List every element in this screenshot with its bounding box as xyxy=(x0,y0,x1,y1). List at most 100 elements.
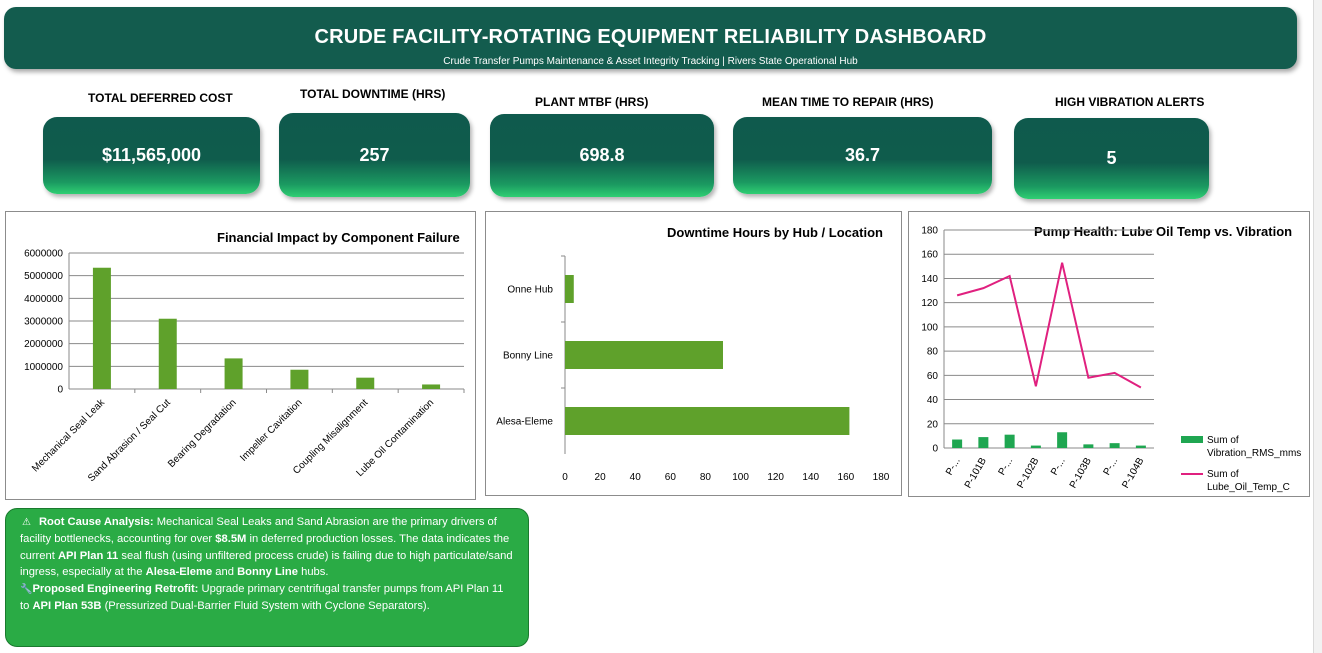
pump-health-chart-panel: Pump Health: Lube Oil Temp vs. Vibration… xyxy=(908,211,1310,497)
vibration-bar xyxy=(952,439,963,448)
x-tick-label: 20 xyxy=(595,472,607,483)
legend-label-vibration-1: Sum of xyxy=(1207,435,1239,446)
x-tick-label: 80 xyxy=(700,472,712,483)
bar xyxy=(356,377,375,389)
kpi-value-mttr: 36.7 xyxy=(844,145,881,165)
x-tick-label: Bearing Degradation xyxy=(166,397,239,470)
vibration-bar xyxy=(1135,445,1146,448)
y-tick-label: 3000000 xyxy=(24,317,63,328)
x-tick-label: P-... xyxy=(997,456,1016,477)
x-tick-label: 160 xyxy=(838,472,855,483)
header-banner: CRUDE FACILITY-ROTATING EQUIPMENT RELIAB… xyxy=(4,7,1297,69)
retrofit-text-2: (Pressurized Dual-Barrier Fluid System w… xyxy=(104,600,430,613)
kpi-card-vibration-alerts: 5 xyxy=(1014,118,1209,199)
rca-hub-1: Alesa-Eleme xyxy=(145,566,213,579)
vibration-bar xyxy=(1083,444,1094,448)
downtime-by-hub-chart: Onne Hub Bonny Line Alesa-Eleme 0 20 40 60 80 10… xyxy=(496,255,890,483)
x-tick-label: Impeller Cavitation xyxy=(238,397,304,463)
x-tick-label: 120 xyxy=(767,472,784,483)
bar xyxy=(565,341,723,369)
x-tick-label: 60 xyxy=(665,472,677,483)
kpi-label-downtime: TOTAL DOWNTIME (HRS) xyxy=(300,87,446,101)
kpi-value-deferred-cost: $11,565,000 xyxy=(101,145,202,165)
y-tick-label: 120 xyxy=(921,298,938,309)
wrench-icon: 🔧 xyxy=(20,583,33,595)
x-tick-label: 100 xyxy=(732,472,749,483)
retrofit-paragraph: 🔧Proposed Engineering Retrofit: Upgrade … xyxy=(20,581,514,615)
kpi-card-downtime: 257 xyxy=(279,113,470,197)
x-tick-label: 40 xyxy=(630,472,642,483)
rca-and: and xyxy=(215,566,234,579)
category-label: Onne Hub xyxy=(507,285,553,296)
y-tick-label: 6000000 xyxy=(24,249,63,260)
x-tick-label: P-101B xyxy=(963,456,989,491)
x-tick-label: Lube Oil Contamination xyxy=(355,397,437,479)
root-cause-paragraph: ⚠ Root Cause Analysis: Mechanical Seal Le… xyxy=(20,514,514,581)
downtime-by-hub-chart-title: Downtime Hours by Hub / Location xyxy=(667,225,883,240)
category-label: Bonny Line xyxy=(503,351,553,362)
kpi-card-mttr: 36.7 xyxy=(733,117,992,194)
kpi-card-deferred-cost: $11,565,000 xyxy=(43,117,260,194)
retrofit-text-1: Upgrade primary centrifugal transfer pum… xyxy=(20,582,504,613)
rca-amount: $8.5M xyxy=(215,533,247,546)
kpi-value-downtime: 257 xyxy=(359,144,390,165)
rca-label: Root Cause Analysis: xyxy=(38,516,154,528)
x-tick-label: P-... xyxy=(944,456,963,477)
financial-impact-chart-panel: Financial Impact by Component Failure 0 1… xyxy=(5,211,476,500)
rca-text-4: hubs. xyxy=(301,566,329,579)
y-tick-label: 0 xyxy=(932,444,938,455)
y-tick-label: 60 xyxy=(927,371,939,382)
legend-label-vibration-2: Vibration_RMS_mms xyxy=(1207,448,1301,459)
vibration-bar xyxy=(1109,443,1120,448)
financial-impact-chart: 0 1000000 2000000 3000000 4000000 5000000 6000… xyxy=(24,249,465,484)
x-tick-label: P-102B xyxy=(1015,456,1041,491)
warning-icon: ⚠ xyxy=(22,517,31,528)
legend-swatch-vibration xyxy=(1181,436,1203,443)
x-tick-label: P-104B xyxy=(1120,456,1146,491)
y-tick-label: 0 xyxy=(57,385,63,396)
x-tick-label: 0 xyxy=(562,472,568,483)
rca-hub-2: Bonny Line xyxy=(237,566,298,579)
x-tick-label: Mechanical Seal Leak xyxy=(30,397,108,475)
bar xyxy=(565,275,574,303)
downtime-by-hub-chart-panel: Downtime Hours by Hub / Location Onne Hu… xyxy=(485,211,902,496)
y-tick-label: 20 xyxy=(927,419,939,430)
rca-text-1: Mechanical Seal Leaks and Sand Abrasion … xyxy=(20,516,497,546)
bar xyxy=(422,384,441,389)
kpi-label-mtbf: PLANT MTBF (HRS) xyxy=(535,95,649,109)
bar xyxy=(565,407,850,435)
vertical-scrollbar[interactable] xyxy=(1313,0,1322,653)
retrofit-label: Proposed Engineering Retrofit: xyxy=(32,582,199,595)
y-tick-label: 1000000 xyxy=(24,362,63,373)
pump-health-chart-title: Pump Health: Lube Oil Temp vs. Vibration xyxy=(1034,224,1293,239)
y-tick-label: 100 xyxy=(921,322,938,333)
vibration-bar xyxy=(1030,445,1041,448)
dashboard-subtitle: Crude Transfer Pumps Maintenance & Asset… xyxy=(443,56,858,67)
kpi-value-vibration-alerts: 5 xyxy=(1106,148,1117,168)
bar xyxy=(158,318,177,389)
vibration-bar xyxy=(1057,432,1068,448)
rca-plan: API Plan 11 xyxy=(57,549,119,562)
legend-label-temp-2: Lube_Oil_Temp_C xyxy=(1207,482,1290,493)
rca-text-3: seal flush (using unfiltered process cru… xyxy=(20,549,513,579)
kpi-label-mttr: MEAN TIME TO REPAIR (HRS) xyxy=(762,95,934,109)
x-tick-label: P-... xyxy=(1049,456,1068,477)
x-tick-label: Coupling Misalignment xyxy=(291,397,370,476)
root-cause-insight-box: ⚠ Root Cause Analysis: Mechanical Seal Le… xyxy=(5,508,529,647)
y-tick-label: 80 xyxy=(927,347,939,358)
dashboard-title: CRUDE FACILITY-ROTATING EQUIPMENT RELIAB… xyxy=(314,26,987,48)
y-tick-label: 2000000 xyxy=(24,339,63,350)
y-tick-label: 180 xyxy=(921,226,938,237)
bar xyxy=(92,267,111,389)
kpi-label-vibration-alerts: HIGH VIBRATION ALERTS xyxy=(1055,95,1205,109)
kpi-card-mtbf: 698.8 xyxy=(490,114,714,197)
rca-text-2: in deferred production losses. The data … xyxy=(20,533,510,562)
retrofit-plan: API Plan 53B xyxy=(32,600,102,613)
x-tick-label: P-103B xyxy=(1068,456,1094,491)
vibration-bar xyxy=(978,437,989,448)
financial-impact-chart-title: Financial Impact by Component Failure xyxy=(217,230,460,245)
kpi-value-mtbf: 698.8 xyxy=(579,145,625,165)
legend-label-temp-1: Sum of xyxy=(1207,469,1239,480)
lube-oil-temp-line xyxy=(956,262,1142,389)
y-tick-label: 5000000 xyxy=(24,271,63,282)
